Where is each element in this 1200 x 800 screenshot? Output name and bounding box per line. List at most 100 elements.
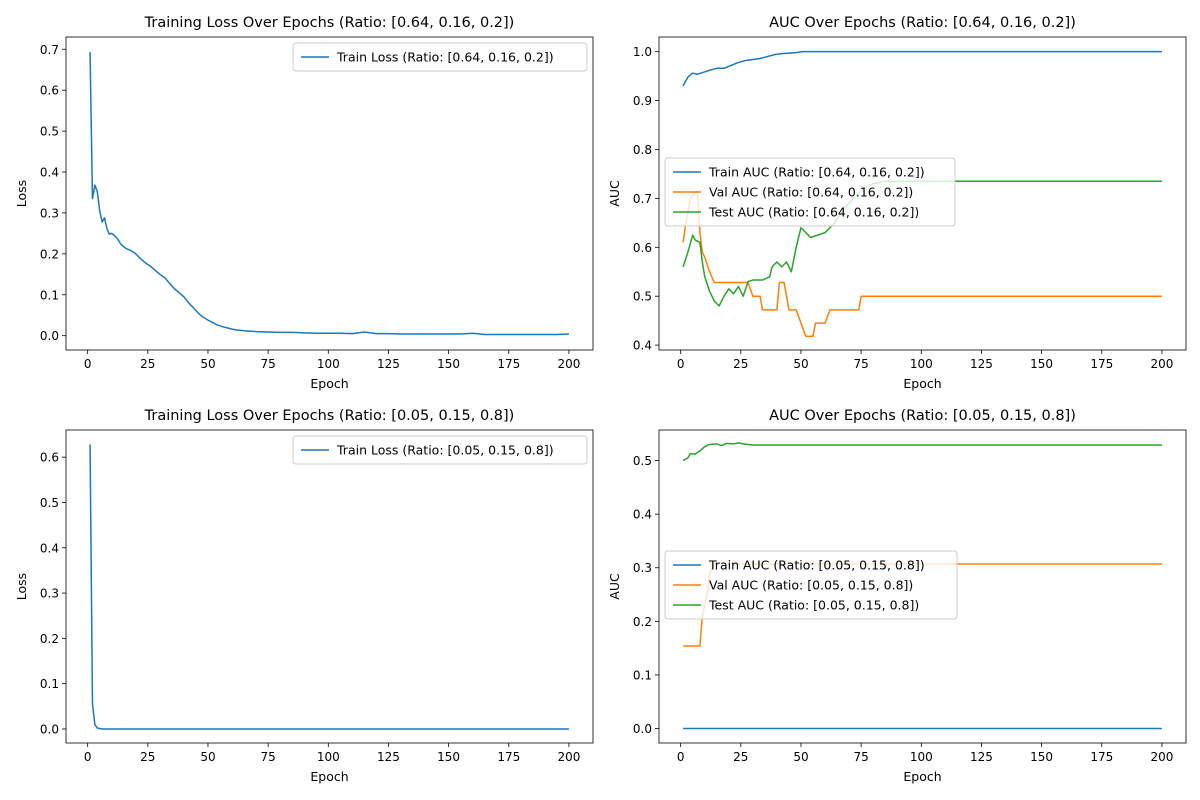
y-tick-label: 0.5 <box>633 290 652 304</box>
legend-box <box>664 157 956 227</box>
x-axis-label: Epoch <box>310 376 348 391</box>
legend-entry: Train Loss (Ratio: [0.64, 0.16, 0.2]) <box>336 50 554 65</box>
series-line-3 <box>682 442 1162 462</box>
x-tick-label: 25 <box>733 750 748 764</box>
x-tick-label: 0 <box>84 357 92 371</box>
y-tick-label: 0.4 <box>40 541 59 555</box>
y-axis-label: Loss <box>14 180 29 207</box>
plot-frame <box>65 36 594 351</box>
x-tick-label: 150 <box>1030 750 1053 764</box>
legend-entry: Train AUC (Ratio: [0.64, 0.16, 0.2]) <box>708 165 925 180</box>
subplot-1: Training Loss Over Epochs (Ratio: [0.64,… <box>14 15 594 391</box>
legend-entry: Val AUC (Ratio: [0.05, 0.15, 0.8]) <box>709 578 913 593</box>
plot-frame <box>658 429 1187 744</box>
y-tick-label: 0.1 <box>40 288 59 302</box>
y-tick-label: 0.0 <box>40 329 59 343</box>
x-tick-label: 50 <box>793 750 808 764</box>
y-tick-label: 0.9 <box>633 94 652 108</box>
y-tick-label: 0.4 <box>40 166 59 180</box>
x-tick-label: 0 <box>677 750 685 764</box>
legend-entry: Train AUC (Ratio: [0.05, 0.15, 0.8]) <box>708 558 925 573</box>
y-tick-label: 0.5 <box>40 125 59 139</box>
x-tick-label: 200 <box>557 357 580 371</box>
series-line-1 <box>89 52 569 336</box>
subplot-4: AUC Over Epochs (Ratio: [0.05, 0.15, 0.8… <box>607 408 1187 784</box>
y-tick-label: 0.5 <box>40 496 59 510</box>
y-tick-label: 0.2 <box>633 615 652 629</box>
y-tick-label: 0.3 <box>40 587 59 601</box>
legend: Train Loss (Ratio: [0.05, 0.15, 0.8]) <box>292 435 588 465</box>
legend-entry: Train Loss (Ratio: [0.05, 0.15, 0.8]) <box>336 443 554 458</box>
x-tick-label: 75 <box>853 357 868 371</box>
y-tick-label: 0.0 <box>633 722 652 736</box>
y-tick-label: 0.1 <box>40 677 59 691</box>
x-tick-label: 100 <box>910 357 933 371</box>
x-tick-label: 200 <box>557 750 580 764</box>
legend-entry: Val AUC (Ratio: [0.64, 0.16, 0.2]) <box>709 185 913 200</box>
x-tick-label: 125 <box>970 750 993 764</box>
x-tick-label: 175 <box>497 357 520 371</box>
legend: Train Loss (Ratio: [0.64, 0.16, 0.2]) <box>292 42 588 72</box>
x-axis-label: Epoch <box>903 376 941 391</box>
legend-entry: Test AUC (Ratio: [0.64, 0.16, 0.2]) <box>708 205 919 220</box>
x-tick-label: 25 <box>140 357 155 371</box>
y-tick-label: 0.0 <box>40 722 59 736</box>
y-tick-label: 0.1 <box>633 668 652 682</box>
y-tick-label: 0.3 <box>40 206 59 220</box>
legend-box <box>292 42 588 72</box>
y-tick-label: 0.4 <box>633 339 652 353</box>
series-line-1 <box>89 444 569 730</box>
y-tick-label: 0.7 <box>40 43 59 57</box>
chart-title: AUC Over Epochs (Ratio: [0.64, 0.16, 0.2… <box>769 15 1076 31</box>
x-tick-label: 75 <box>260 750 275 764</box>
x-tick-label: 175 <box>1090 357 1113 371</box>
series-line-1 <box>682 50 1162 87</box>
x-tick-label: 0 <box>677 357 685 371</box>
x-tick-label: 50 <box>200 357 215 371</box>
y-axis-label: AUC <box>607 180 622 207</box>
x-tick-label: 125 <box>377 750 400 764</box>
x-tick-label: 175 <box>497 750 520 764</box>
legend: Train AUC (Ratio: [0.64, 0.16, 0.2]) Val … <box>664 157 956 227</box>
subplot-3: Training Loss Over Epochs (Ratio: [0.05,… <box>14 408 594 784</box>
x-axis-label: Epoch <box>310 769 348 784</box>
x-axis-label: Epoch <box>903 769 941 784</box>
chart-title: AUC Over Epochs (Ratio: [0.05, 0.15, 0.8… <box>769 408 1076 424</box>
y-tick-label: 0.5 <box>633 454 652 468</box>
x-tick-label: 150 <box>1030 357 1053 371</box>
plot-frame <box>65 429 594 744</box>
y-axis-label: Loss <box>14 573 29 600</box>
x-tick-label: 50 <box>793 357 808 371</box>
x-tick-label: 25 <box>733 357 748 371</box>
x-tick-label: 25 <box>140 750 155 764</box>
x-tick-label: 75 <box>853 750 868 764</box>
x-tick-label: 0 <box>84 750 92 764</box>
y-tick-label: 0.6 <box>40 451 59 465</box>
series-line-2 <box>682 190 1162 338</box>
y-tick-label: 0.7 <box>633 192 652 206</box>
x-tick-label: 200 <box>1150 750 1173 764</box>
y-tick-label: 0.4 <box>633 508 652 522</box>
x-tick-label: 125 <box>377 357 400 371</box>
y-tick-label: 0.6 <box>633 241 652 255</box>
chart-title: Training Loss Over Epochs (Ratio: [0.05,… <box>144 408 515 424</box>
x-tick-label: 75 <box>260 357 275 371</box>
y-axis-label: AUC <box>607 573 622 600</box>
x-tick-label: 150 <box>437 750 460 764</box>
x-tick-label: 125 <box>970 357 993 371</box>
y-tick-label: 0.3 <box>633 561 652 575</box>
x-tick-label: 200 <box>1150 357 1173 371</box>
x-tick-label: 150 <box>437 357 460 371</box>
x-tick-label: 100 <box>910 750 933 764</box>
legend-box <box>664 550 958 620</box>
legend: Train AUC (Ratio: [0.05, 0.15, 0.8]) Val … <box>664 550 958 620</box>
y-tick-label: 0.6 <box>40 84 59 98</box>
x-tick-label: 100 <box>317 750 340 764</box>
x-tick-label: 100 <box>317 357 340 371</box>
subplot-2: AUC Over Epochs (Ratio: [0.64, 0.16, 0.2… <box>607 15 1187 391</box>
y-tick-label: 1.0 <box>633 45 652 59</box>
y-tick-label: 0.8 <box>633 143 652 157</box>
legend-entry: Test AUC (Ratio: [0.05, 0.15, 0.8]) <box>708 598 919 613</box>
x-tick-label: 50 <box>200 750 215 764</box>
